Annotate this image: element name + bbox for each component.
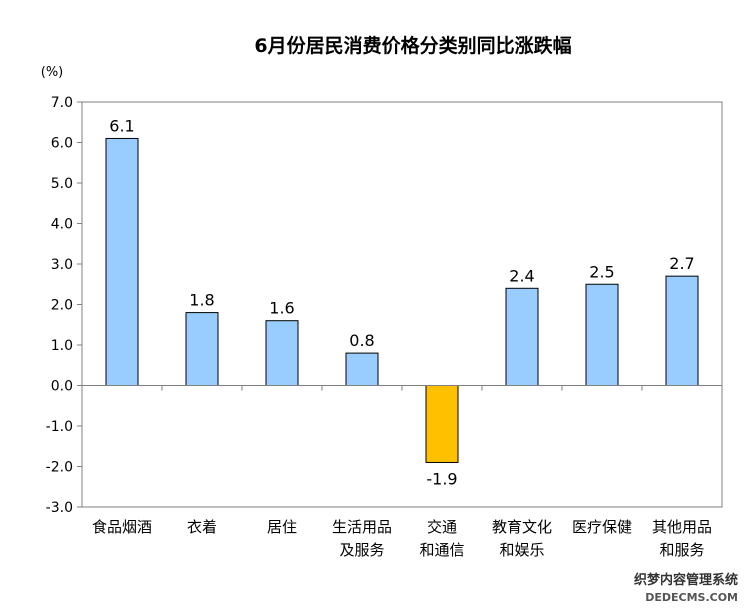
y-tick-label: 7.0 [51, 95, 73, 111]
category-label: 教育文化 [492, 518, 552, 536]
y-tick-label: -1.0 [46, 419, 73, 435]
y-tick-label: 3.0 [51, 257, 73, 273]
bar [105, 137, 139, 386]
category-label: 居住 [267, 518, 297, 536]
data-label: -1.9 [426, 469, 457, 488]
data-label: 6.1 [109, 116, 134, 135]
category-label: 交通 [427, 518, 457, 536]
category-label: 生活用品 [332, 518, 392, 536]
y-tick-label: 1.0 [51, 338, 73, 354]
category-label: 及服务 [339, 541, 384, 559]
category-label: 和服务 [659, 541, 704, 559]
y-tick-label: 5.0 [51, 176, 73, 192]
watermark-domain: DEDECMS.COM [645, 591, 738, 604]
bar [505, 287, 539, 386]
watermark: 织梦内容管理系统 DEDECMS.COM [634, 572, 738, 604]
y-tick-label: -3.0 [46, 500, 73, 516]
data-label: 2.4 [509, 266, 534, 285]
data-label: 2.7 [669, 254, 694, 273]
watermark-title: 织梦内容管理系统 [634, 572, 738, 588]
bar [265, 320, 299, 387]
y-unit-label: (%) [41, 65, 64, 80]
data-labels-group: 6.1 1.8 1.6 0.8 -1.9 2.4 2.5 2.7 [109, 116, 694, 488]
bar [425, 385, 459, 463]
category-label: 其他用品 [652, 518, 712, 536]
bar [345, 352, 379, 387]
y-tick-label: -2.0 [46, 460, 73, 476]
category-label: 和通信 [419, 541, 464, 559]
plot-area-frame [81, 101, 723, 508]
category-label: 医疗保健 [572, 518, 632, 536]
y-tick-label: 4.0 [51, 217, 73, 233]
category-label: 衣着 [187, 518, 217, 536]
bar [185, 312, 219, 387]
bars-group [105, 137, 699, 463]
y-tick-label: 6.0 [51, 136, 73, 152]
zero-axis [82, 385, 722, 391]
bar [665, 275, 699, 386]
y-axis: 7.0 6.0 5.0 4.0 3.0 2.0 1.0 0.0 -1.0 -2.0 -3.0 [46, 95, 82, 516]
bar [585, 283, 619, 386]
data-label: 2.5 [589, 262, 614, 281]
chart-title: 6月份居民消费价格分类别同比涨跌幅 [254, 34, 571, 57]
y-tick-label: 2.0 [51, 298, 73, 314]
category-label: 和娱乐 [499, 541, 544, 559]
data-label: 1.6 [269, 299, 294, 318]
data-label: 1.8 [189, 291, 214, 310]
data-label: 0.8 [349, 331, 374, 350]
category-label: 食品烟酒 [92, 518, 152, 536]
y-tick-label: 0.0 [51, 379, 73, 395]
